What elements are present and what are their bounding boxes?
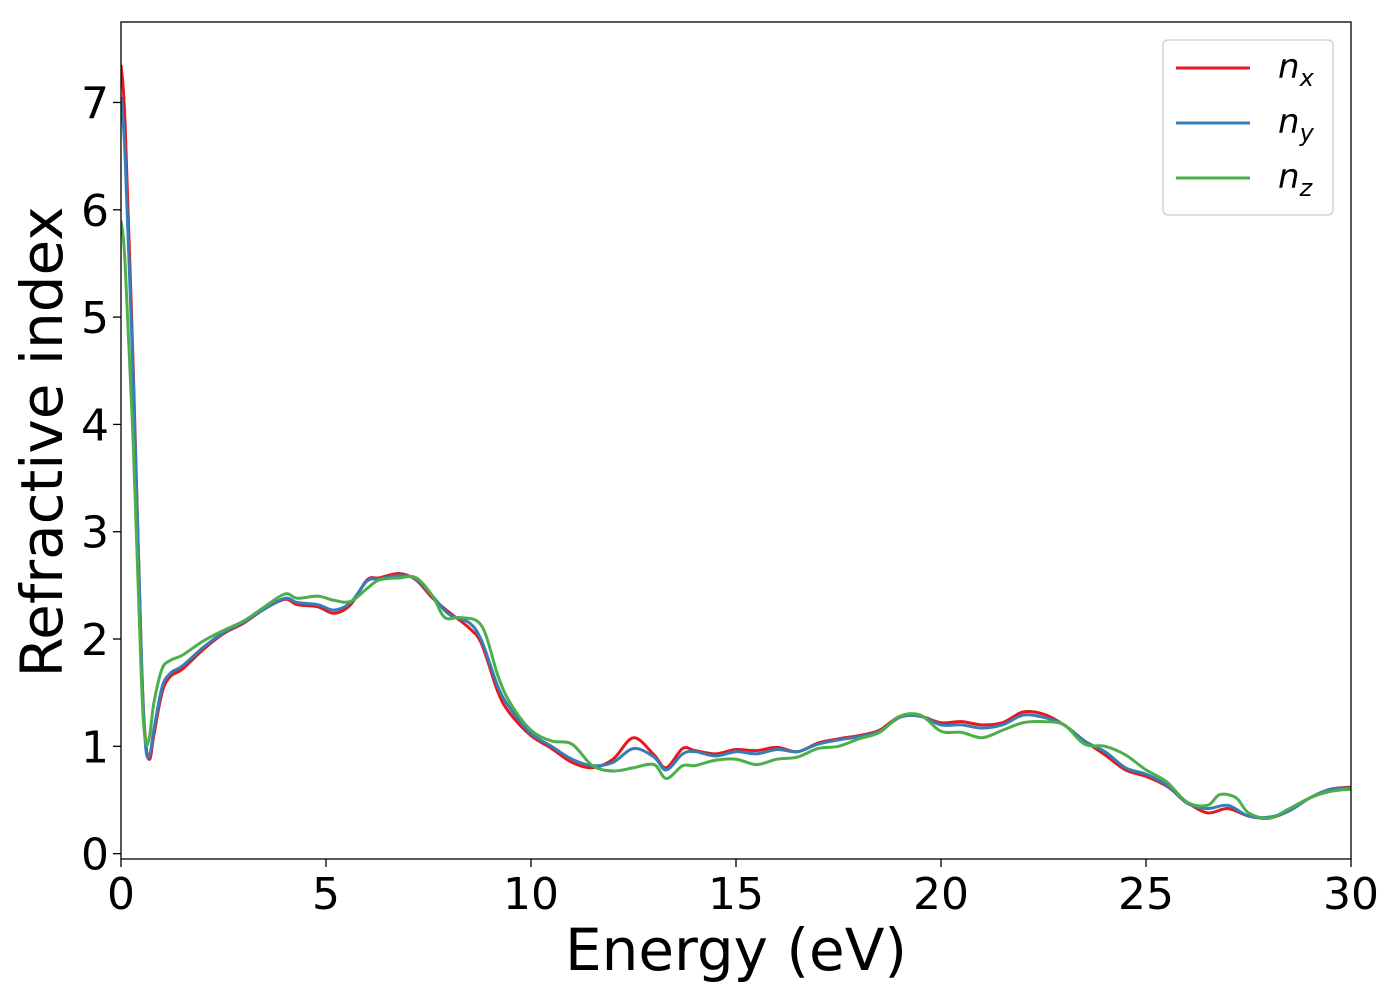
- series-line-n-y: [121, 97, 1351, 820]
- legend-label-y: ny: [1278, 102, 1315, 147]
- series-layer: [121, 64, 1351, 820]
- y-tick-label: 6: [81, 186, 109, 237]
- x-tick-label: 10: [503, 869, 559, 920]
- y-tick-label: 3: [81, 508, 109, 559]
- legend-label-x: nx: [1278, 47, 1315, 92]
- y-axis-title: Refractive index: [8, 206, 76, 677]
- x-tick-label: 15: [708, 869, 764, 920]
- x-tick-label: 20: [913, 869, 969, 920]
- series-line-n-z: [121, 220, 1351, 820]
- x-axis-title: Energy (eV): [565, 916, 907, 984]
- legend-label-z: nz: [1278, 157, 1314, 202]
- x-tick-label: 0: [107, 869, 135, 920]
- x-tick-label: 25: [1118, 869, 1174, 920]
- y-axis-ticks: 0 1 2 3 4 5 6 7: [81, 78, 121, 881]
- series-line-n-x: [121, 64, 1351, 820]
- y-tick-label: 1: [81, 722, 109, 773]
- y-tick-label: 5: [81, 293, 109, 344]
- y-tick-label: 4: [81, 400, 109, 451]
- x-tick-label: 5: [312, 869, 340, 920]
- x-tick-label: 30: [1323, 869, 1379, 920]
- legend: nx ny nz: [1162, 39, 1334, 216]
- legend-box: [1162, 39, 1334, 216]
- y-tick-label: 0: [81, 830, 109, 881]
- x-axis-ticks: 0 5 10 15 20 25 30: [107, 859, 1379, 920]
- y-tick-label: 2: [81, 615, 109, 666]
- y-tick-label: 7: [81, 78, 109, 129]
- legend-entries: nx ny nz: [1176, 47, 1315, 202]
